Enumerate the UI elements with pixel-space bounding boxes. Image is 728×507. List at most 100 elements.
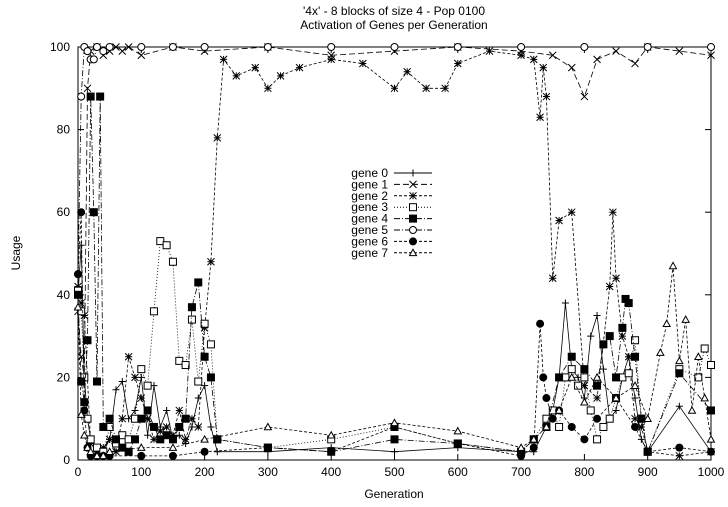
data-point <box>599 365 607 373</box>
data-point <box>643 43 652 51</box>
data-point <box>188 414 196 423</box>
data-point <box>219 55 228 64</box>
data-point <box>700 393 710 402</box>
data-point <box>92 451 102 460</box>
data-point <box>79 430 89 439</box>
data-point <box>77 92 86 101</box>
legend-marker <box>409 191 417 200</box>
data-point <box>422 84 431 93</box>
chart-subtitle: Activation of Genes per Generation <box>300 18 487 32</box>
data-point <box>555 216 563 225</box>
data-point <box>631 59 639 68</box>
data-point <box>707 361 715 370</box>
data-point <box>631 352 640 361</box>
data-point <box>656 348 665 356</box>
data-point <box>593 435 602 444</box>
data-point <box>175 356 184 365</box>
x-tick-label: 300 <box>258 465 278 479</box>
data-point <box>263 43 272 51</box>
data-point <box>105 43 114 51</box>
data-point <box>631 414 639 423</box>
legend-label: gene 0 <box>351 166 388 180</box>
data-point <box>92 443 101 452</box>
data-point <box>453 59 462 68</box>
data-point <box>175 406 184 415</box>
data-point <box>580 92 589 101</box>
data-point <box>201 382 209 390</box>
data-point <box>675 47 684 55</box>
data-point <box>618 323 627 332</box>
data-point <box>194 278 203 287</box>
data-point <box>599 422 608 431</box>
series-line <box>77 45 711 275</box>
data-point <box>707 51 715 60</box>
data-point <box>624 352 633 361</box>
legend-marker <box>409 214 417 223</box>
legend-marker <box>409 226 417 234</box>
data-point <box>605 282 614 291</box>
x-tick-label: 100 <box>131 465 151 479</box>
data-point <box>637 423 646 431</box>
x-axis-label: Generation <box>364 487 423 501</box>
x-tick-label: 500 <box>384 465 404 479</box>
data-point <box>631 422 640 431</box>
y-tick-label: 0 <box>63 453 70 467</box>
data-point <box>548 274 557 283</box>
data-point <box>137 43 146 51</box>
data-point <box>187 315 196 324</box>
data-point <box>624 369 633 378</box>
data-point <box>112 386 120 394</box>
axes: 0 100 200 300 400 500 600 700 800 900 1000 0 20 40 60 8… <box>50 40 725 479</box>
data-point <box>681 315 691 323</box>
data-point <box>675 443 684 452</box>
data-point <box>517 51 525 60</box>
data-point <box>131 406 139 414</box>
data-point <box>74 282 82 291</box>
data-point <box>181 361 190 370</box>
data-point <box>390 84 399 93</box>
data-point <box>77 241 85 249</box>
data-point <box>390 43 399 51</box>
data-point <box>168 435 177 444</box>
data-point <box>118 443 127 452</box>
data-point <box>668 261 678 270</box>
x-tick-label: 200 <box>195 465 215 479</box>
data-point <box>98 451 108 460</box>
data-point <box>187 303 196 312</box>
data-point <box>675 369 684 378</box>
data-point <box>612 47 620 55</box>
legend-label: gene 7 <box>351 246 388 260</box>
data-point <box>162 241 171 250</box>
data-point <box>206 340 215 349</box>
data-point <box>555 422 564 431</box>
y-tick-label: 20 <box>57 370 71 384</box>
data-point <box>251 63 260 72</box>
data-point <box>200 323 209 332</box>
data-point <box>194 423 203 431</box>
data-point <box>580 373 589 382</box>
data-point <box>105 435 114 444</box>
data-point <box>326 430 336 439</box>
data-point <box>213 448 221 456</box>
data-point <box>580 435 589 444</box>
data-point <box>200 352 209 361</box>
data-point <box>168 451 177 460</box>
data-point <box>89 55 98 64</box>
data-point <box>143 414 152 423</box>
data-point <box>77 208 86 217</box>
data-point <box>580 381 589 390</box>
data-point <box>131 373 139 382</box>
data-point <box>390 435 399 444</box>
data-point <box>181 414 190 423</box>
data-point <box>441 84 449 93</box>
data-point <box>149 307 158 316</box>
data-point <box>593 55 601 64</box>
x-tick-label: 700 <box>511 465 531 479</box>
data-point <box>612 274 620 283</box>
data-point <box>188 423 196 431</box>
data-point <box>144 431 152 439</box>
data-point <box>561 299 569 307</box>
data-point <box>264 84 272 93</box>
data-point <box>605 414 614 423</box>
